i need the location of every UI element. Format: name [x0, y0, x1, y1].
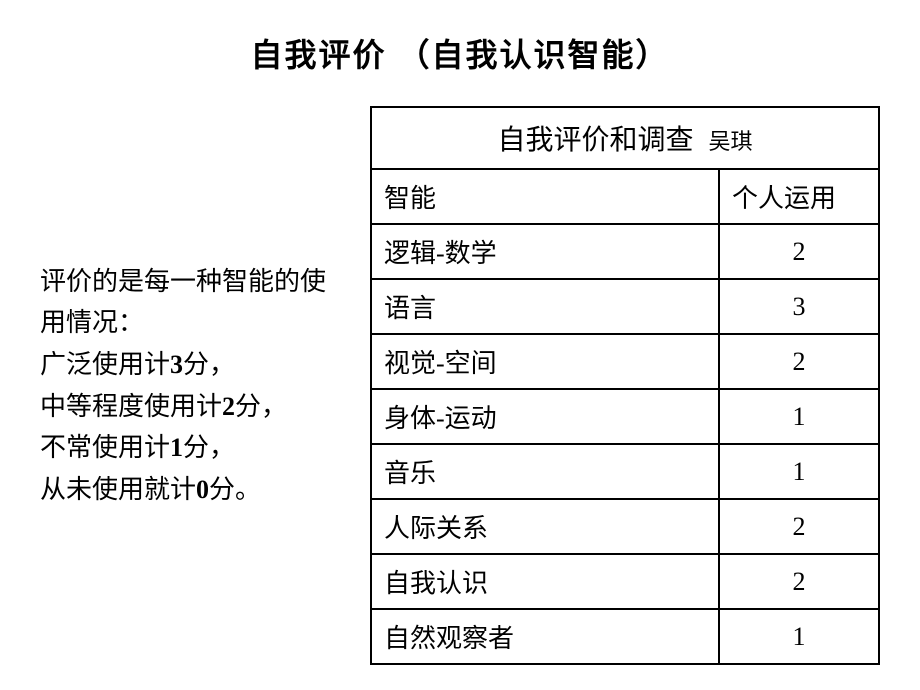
page-title: 自我评价 （自我认识智能） — [40, 30, 880, 76]
desc-score: 3 — [170, 350, 183, 379]
desc-text: 分， — [183, 350, 235, 379]
row-label: 自我认识 — [371, 554, 719, 609]
desc-score: 1 — [170, 433, 183, 462]
table-row: 人际关系 2 — [371, 499, 879, 554]
desc-line-3: 中等程度使用计2分， — [40, 386, 350, 428]
desc-text: 分。 — [209, 475, 261, 504]
evaluation-table: 自我评价和调查 吴琪 智能 个人运用 逻辑-数学 2 语言 3 视觉-空间 2 — [370, 106, 880, 665]
desc-line-2: 广泛使用计3分， — [40, 344, 350, 386]
desc-line-1: 评价的是每一种智能的使用情况： — [40, 261, 350, 344]
row-value: 1 — [719, 444, 879, 499]
desc-score: 0 — [196, 475, 209, 504]
content-area: 评价的是每一种智能的使用情况： 广泛使用计3分， 中等程度使用计2分， 不常使用… — [40, 106, 880, 665]
table-row: 自然观察者 1 — [371, 609, 879, 664]
row-label: 音乐 — [371, 444, 719, 499]
desc-text: 从未使用就计 — [40, 475, 196, 504]
desc-line-5: 从未使用就计0分。 — [40, 469, 350, 511]
desc-text: 广泛使用计 — [40, 350, 170, 379]
row-label: 视觉-空间 — [371, 334, 719, 389]
table-row: 音乐 1 — [371, 444, 879, 499]
row-label: 身体-运动 — [371, 389, 719, 444]
row-label: 逻辑-数学 — [371, 224, 719, 279]
table-header-name: 吴琪 — [709, 129, 753, 154]
desc-line-4: 不常使用计1分， — [40, 427, 350, 469]
desc-text: 不常使用计 — [40, 433, 170, 462]
table-row: 身体-运动 1 — [371, 389, 879, 444]
desc-text: 分， — [235, 392, 287, 421]
col-header-usage: 个人运用 — [719, 169, 879, 224]
table-row: 语言 3 — [371, 279, 879, 334]
row-label: 语言 — [371, 279, 719, 334]
row-value: 2 — [719, 334, 879, 389]
table-row: 自我认识 2 — [371, 554, 879, 609]
row-value: 1 — [719, 609, 879, 664]
scoring-description: 评价的是每一种智能的使用情况： 广泛使用计3分， 中等程度使用计2分， 不常使用… — [40, 261, 350, 511]
row-value: 3 — [719, 279, 879, 334]
row-value: 1 — [719, 389, 879, 444]
col-header-intelligence: 智能 — [371, 169, 719, 224]
desc-score: 2 — [222, 392, 235, 421]
evaluation-table-wrap: 自我评价和调查 吴琪 智能 个人运用 逻辑-数学 2 语言 3 视觉-空间 2 — [370, 106, 880, 665]
row-value: 2 — [719, 554, 879, 609]
row-value: 2 — [719, 499, 879, 554]
table-title-cell: 自我评价和调查 吴琪 — [371, 107, 879, 169]
row-label: 自然观察者 — [371, 609, 719, 664]
table-row: 视觉-空间 2 — [371, 334, 879, 389]
table-row: 逻辑-数学 2 — [371, 224, 879, 279]
table-header-main: 自我评价和调查 — [497, 125, 693, 156]
desc-text: 中等程度使用计 — [40, 392, 222, 421]
table-column-header-row: 智能 个人运用 — [371, 169, 879, 224]
table-title-row: 自我评价和调查 吴琪 — [371, 107, 879, 169]
desc-text: 分， — [183, 433, 235, 462]
row-label: 人际关系 — [371, 499, 719, 554]
row-value: 2 — [719, 224, 879, 279]
